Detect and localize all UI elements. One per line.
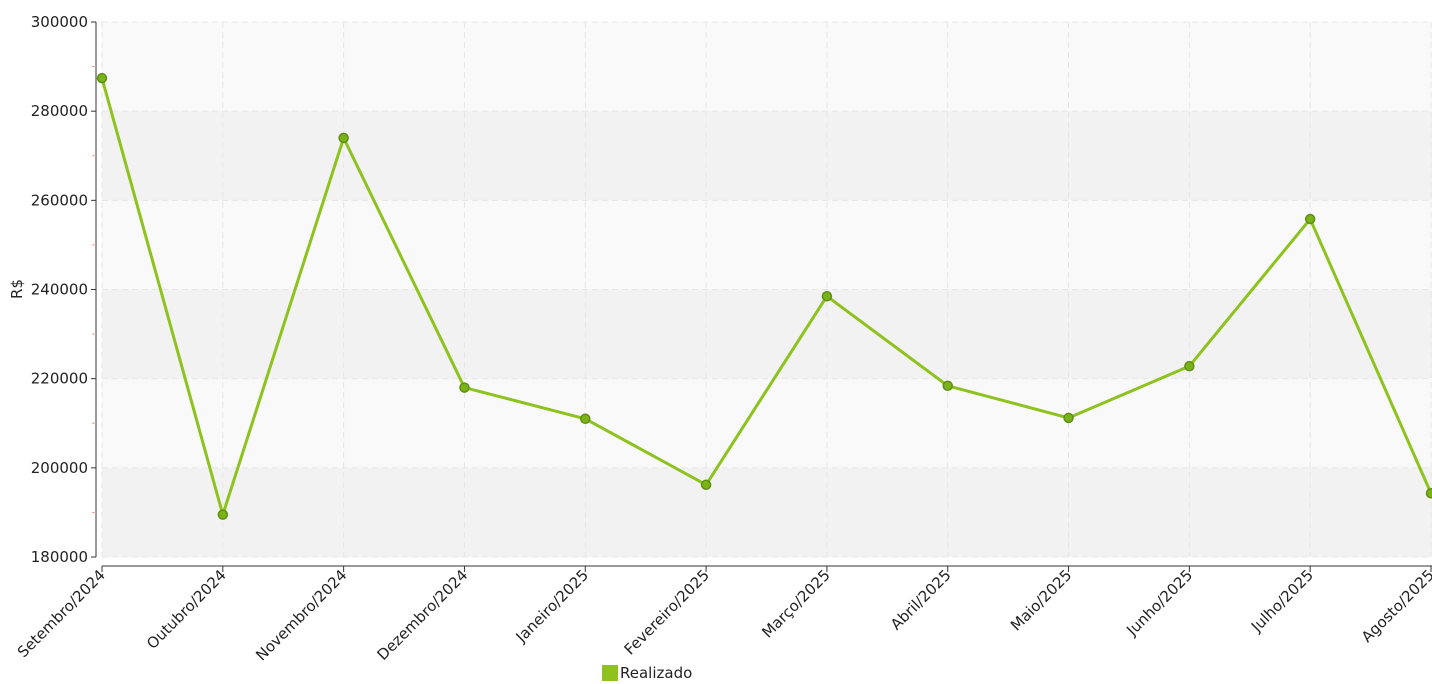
x-tick-label: Dezembro/2024 [374,566,472,664]
x-tick-label: Junho/2025 [1122,566,1196,640]
data-point [1304,213,1316,225]
plot-band [102,111,1432,201]
x-tick-label: Novembro/2024 [252,566,350,664]
data-point [1184,360,1195,372]
data-point [338,132,349,144]
plot-bands [102,22,1432,557]
x-tick-label: Fevereiro/2025 [621,566,713,658]
data-point [700,479,712,491]
x-tick-label: Maio/2025 [1007,566,1075,634]
legend[interactable]: Realizado [602,664,692,682]
x-tick-label: Outubro/2024 [143,566,230,653]
plot-band [102,289,1432,379]
y-tick-label: 200000 [31,459,88,477]
x-tick-label: Julho/2025 [1247,566,1317,636]
y-tick-label: 300000 [31,13,88,31]
y-axis-ticks: 180000 200000 220000 240000 260000 280000 3000… [31,13,96,566]
x-tick-label: Março/2025 [758,566,833,641]
x-tick-label: Setembro/2024 [14,566,109,661]
series-line-realizado [100,77,1432,517]
x-tick-label: Janeiro/2025 [512,566,592,646]
y-tick-label: 180000 [31,548,88,566]
data-point [942,380,953,392]
x-tick-label: Agosto/2025 [1358,566,1432,646]
y-tick-label: 280000 [31,102,88,120]
x-tick-label: Abril/2025 [887,566,955,634]
plot-band [102,378,1432,468]
plot-band [102,200,1432,290]
legend-label-realizado: Realizado [620,664,693,682]
series-realizado [96,72,1432,520]
data-point [1063,412,1074,424]
data-point [580,413,591,425]
x-axis-ticks: Setembro/2024 Outubro/2024 Novembro/2024 De… [14,566,1432,664]
legend-swatch-realizado [602,665,618,681]
plot-band [102,467,1432,557]
y-tick-label: 220000 [31,370,88,388]
grid-lines [101,21,1432,558]
y-axis-title: R$ [8,279,26,299]
data-point [1425,487,1432,499]
data-point [96,72,108,84]
data-point [217,509,229,520]
data-point [821,290,833,302]
data-point [459,382,470,393]
plot-band [102,22,1432,112]
y-tick-label: 240000 [31,281,88,299]
y-tick-label: 260000 [31,191,88,209]
